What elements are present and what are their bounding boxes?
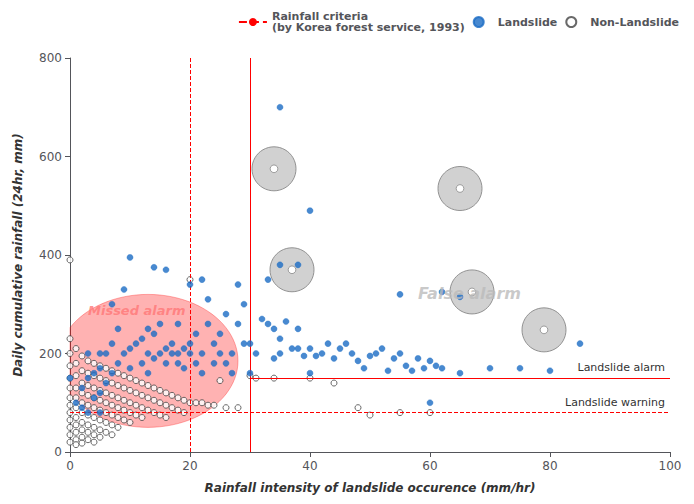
svg-text:Daily cumulative rainfall (24h: Daily cumulative rainfall (24hr, mm)	[11, 133, 25, 377]
svg-text:Missed alarm: Missed alarm	[88, 303, 185, 318]
svg-text:400: 400	[39, 248, 62, 262]
svg-text:(by Korea forest service, 1993: (by Korea forest service, 1993)	[272, 21, 465, 34]
svg-text:Landslide alarm: Landslide alarm	[578, 361, 666, 374]
svg-text:False alarm: False alarm	[418, 284, 521, 303]
svg-text:100: 100	[659, 459, 682, 473]
svg-text:0: 0	[66, 459, 74, 473]
svg-text:80: 80	[542, 459, 557, 473]
svg-text:40: 40	[302, 459, 317, 473]
svg-text:600: 600	[39, 150, 62, 164]
svg-text:800: 800	[39, 51, 62, 65]
svg-text:Non-Landslide: Non-Landslide	[590, 16, 679, 29]
svg-text:Landslide warning: Landslide warning	[565, 396, 665, 409]
svg-text:200: 200	[39, 347, 62, 361]
svg-text:20: 20	[182, 459, 197, 473]
svg-text:0: 0	[54, 445, 62, 459]
svg-text:Landslide: Landslide	[498, 16, 558, 29]
svg-text:60: 60	[422, 459, 437, 473]
svg-text:Rainfall intensity of landslid: Rainfall intensity of landslide occurenc…	[205, 481, 536, 495]
svg-text:Rainfall criteria: Rainfall criteria	[271, 10, 369, 23]
